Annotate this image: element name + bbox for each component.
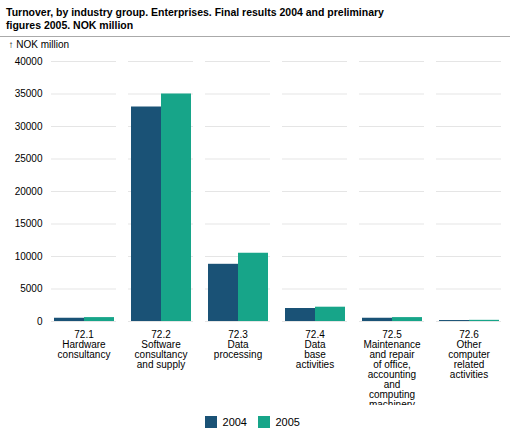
svg-text:↑ NOK million: ↑ NOK million <box>9 39 70 50</box>
html-text:2005: 2005 <box>275 415 300 428</box>
svg-text:20000: 20000 <box>15 186 43 197</box>
svg-text:15000: 15000 <box>15 218 43 229</box>
svg-text:25000: 25000 <box>15 153 43 164</box>
svg-text:40000: 40000 <box>15 56 43 67</box>
svg-text:35000: 35000 <box>15 88 43 99</box>
svg-text:5000: 5000 <box>20 283 43 294</box>
html-text:Turnover, by industry group. E: Turnover, by industry group. Enterprises… <box>6 6 384 31</box>
svg-text:72.2Softwareconsultancyand sup: 72.2Softwareconsultancyand supply <box>135 329 188 370</box>
svg-text:72.5Maintenanceand repairof of: 72.5Maintenanceand repairof office,accou… <box>363 329 421 405</box>
svg-text:72.1Hardwareconsultancy: 72.1Hardwareconsultancy <box>58 329 111 360</box>
svg-text:30000: 30000 <box>15 121 43 132</box>
svg-text:10000: 10000 <box>15 251 43 262</box>
svg-text:0: 0 <box>37 316 43 327</box>
html-text:2004: 2004 <box>222 415 247 428</box>
svg-text:72.3Dataprocessing: 72.3Dataprocessing <box>214 329 262 360</box>
svg-text:72.4Databaseactivities: 72.4Databaseactivities <box>296 329 334 370</box>
svg-text:72.6Othercomputerrelatedactivi: 72.6Othercomputerrelatedactivities <box>448 329 490 380</box>
